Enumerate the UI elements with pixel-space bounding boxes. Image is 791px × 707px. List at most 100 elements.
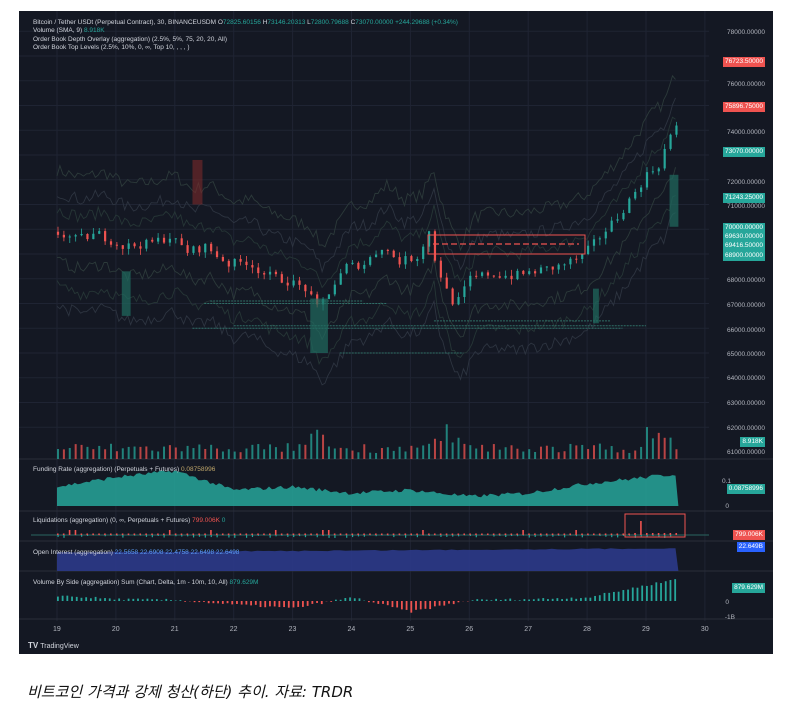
volume-bar: [216, 448, 219, 459]
liquidation-bar-short: [275, 535, 277, 537]
liquidation-bar-long: [151, 533, 153, 535]
liquidation-bar-short: [346, 535, 348, 538]
liquidation-bar-short: [534, 535, 536, 537]
volume-bar: [634, 450, 637, 459]
volume-bar: [227, 449, 230, 459]
liquidation-bar-long: [622, 533, 625, 535]
volume-value: 8.918K: [83, 27, 105, 35]
candle-body: [480, 272, 484, 276]
liquidation-bar-short: [104, 535, 106, 537]
candle-body: [410, 256, 413, 262]
liquidation-bar-short: [416, 535, 418, 538]
volume-side-bar: [372, 601, 375, 603]
volume-side-bar: [207, 601, 210, 604]
liquidation-bar-short: [251, 535, 254, 538]
candle-body: [398, 257, 401, 265]
liquidation-bar-short: [428, 535, 430, 536]
volume-bar: [398, 446, 401, 459]
volume-side-bar: [236, 601, 238, 604]
liquidation-bar-short: [410, 535, 413, 536]
liquidation-bar-short: [440, 535, 442, 537]
liquidation-bar-long: [475, 533, 477, 535]
volume-side-bar: [532, 599, 535, 601]
liquidation-bar-short: [475, 535, 477, 538]
funding-pane-label: Funding Rate (aggregation) (Perpetuals +…: [33, 466, 215, 473]
volume-side-bar: [396, 601, 399, 608]
volume-bar: [422, 445, 425, 459]
volume-side-bar: [231, 601, 234, 605]
liquidation-bar-long: [245, 533, 248, 535]
liquidation-bar-long: [563, 533, 566, 535]
liquidations-value-short: 0: [221, 517, 226, 524]
liquidation-bar-short: [63, 535, 65, 538]
liquidation-bar-short: [446, 535, 448, 537]
price-tag: 68900.00000: [723, 251, 765, 261]
volume-bar: [98, 445, 101, 459]
liquidation-bar-long: [127, 533, 130, 535]
liquidation-bar-long: [539, 533, 542, 535]
candle-body: [245, 261, 248, 266]
tradingview-logo[interactable]: TV TradingView: [28, 641, 79, 650]
volume-side-bar: [660, 583, 662, 601]
volume-side-bar: [565, 598, 568, 601]
liquidation-bar-short: [81, 535, 83, 537]
chart-canvas[interactable]: [19, 11, 773, 654]
liquidation-bar-long: [204, 533, 206, 535]
candle-body: [469, 275, 472, 287]
liquidation-bar-long: [433, 533, 436, 535]
liquidation-bar-long: [375, 533, 377, 535]
liquidation-bar-short: [511, 535, 513, 537]
volume-side-bar: [80, 597, 83, 601]
candle-body: [168, 238, 172, 243]
liquidation-bar-short: [546, 535, 548, 537]
candle-body: [280, 274, 283, 283]
oi-close: 22.6498: [190, 549, 215, 556]
volume-side-bar: [556, 598, 559, 601]
volume-bar: [504, 447, 507, 459]
volume-side-bar: [570, 597, 573, 601]
volume-side-bar: [415, 601, 417, 610]
volume-side-bar: [108, 598, 111, 601]
price-tag: 76723.50000: [723, 57, 765, 67]
liquidation-bar-long: [110, 533, 112, 535]
volume-side-bar: [269, 601, 271, 607]
candle-body: [463, 286, 466, 298]
volume-side-bar: [146, 598, 149, 601]
volume-bar: [298, 444, 301, 459]
liquidation-bar-long: [428, 533, 430, 535]
oi-open: 22.5658: [114, 549, 139, 556]
candle-body: [239, 258, 242, 262]
time-tick-label: 23: [288, 626, 297, 633]
candle-body: [227, 260, 230, 267]
open-value: 72825.60156: [222, 19, 261, 26]
volume-bar: [139, 446, 142, 459]
high-value: 73146.20313: [267, 19, 306, 26]
liquidation-bar-short: [605, 535, 607, 537]
candle-body: [422, 246, 425, 260]
volume-side-bar: [132, 598, 135, 601]
volume-bar: [392, 450, 395, 459]
liquidation-bar-long: [634, 533, 636, 535]
chart-frame[interactable]: Bitcoin / Tether USDt (Perpetual Contrac…: [19, 11, 773, 654]
candle-body: [286, 282, 289, 286]
liquidation-bar-long: [62, 533, 65, 535]
volume-bar: [492, 444, 495, 459]
low-label: L: [307, 19, 311, 26]
liquidation-bar-long: [657, 533, 660, 535]
liquidation-bar-short: [234, 535, 236, 538]
liquidation-bar-long: [269, 533, 271, 535]
liquidation-bar-long: [298, 533, 301, 535]
candle-body: [327, 294, 331, 299]
price-tick-label: 63000.00000: [727, 400, 765, 407]
time-tick-label: 21: [170, 626, 179, 633]
liquidation-bar-long: [239, 533, 242, 535]
volume-bar: [257, 444, 260, 459]
liquidation-bar-short: [192, 535, 195, 538]
candle-body: [669, 134, 672, 149]
volume-bar: [557, 452, 560, 459]
liquidation-bar-long: [86, 533, 89, 535]
volume-bar: [280, 451, 283, 459]
volume-bar: [439, 441, 442, 459]
liquidation-bar-short: [581, 535, 583, 538]
liquidation-bar-short: [310, 535, 312, 536]
